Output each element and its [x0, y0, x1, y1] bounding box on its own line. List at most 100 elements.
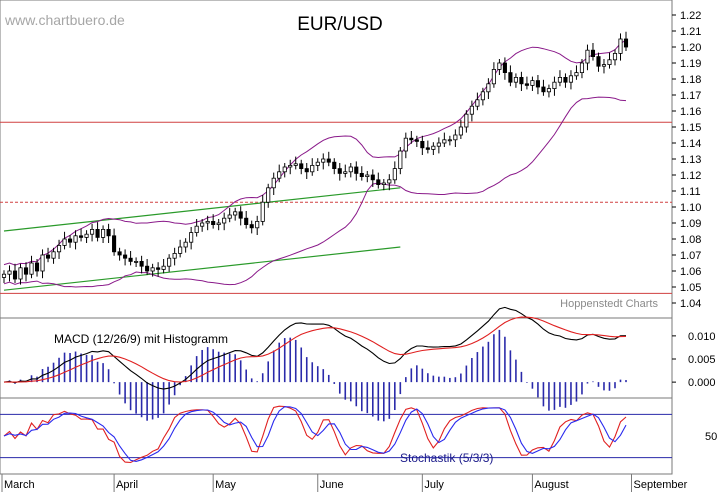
- candle: [112, 228, 117, 256]
- candle: [524, 76, 529, 90]
- y-tick-label: 1.12: [680, 170, 701, 182]
- bollinger-upper: [3, 39, 627, 266]
- candle: [40, 249, 45, 279]
- candle: [172, 247, 177, 266]
- candle: [271, 172, 276, 195]
- y-tick-label: 1.17: [680, 90, 701, 102]
- candle: [227, 207, 232, 223]
- candle: [255, 215, 260, 235]
- month-label: September: [634, 479, 688, 491]
- candle: [486, 78, 491, 99]
- candle: [579, 59, 585, 79]
- candle: [134, 257, 139, 267]
- candle: [233, 207, 238, 221]
- candle: [12, 263, 18, 283]
- candle: [29, 255, 34, 279]
- candle: [464, 110, 469, 133]
- candle: [552, 76, 557, 96]
- candle: [211, 214, 216, 229]
- macd-panel: 0.010 0.005 0.000: [3, 306, 716, 422]
- macd-title: MACD (12/26/9) mit Histogramm: [54, 332, 228, 346]
- candle: [288, 159, 293, 175]
- candle: [178, 239, 183, 258]
- candle: [590, 43, 596, 61]
- watermark: www.chartbuero.de: [4, 12, 125, 28]
- y-tick-label: 1.10: [680, 202, 701, 214]
- candle: [145, 259, 150, 275]
- trend-line: [3, 187, 401, 232]
- y-tick-label: 1.09: [680, 218, 701, 230]
- macd-line: [3, 306, 627, 390]
- trend-line: [3, 246, 401, 291]
- candle: [337, 163, 342, 181]
- candle: [161, 259, 166, 274]
- candle: [200, 219, 205, 232]
- candle: [403, 132, 408, 159]
- candle: [557, 70, 562, 87]
- candle: [343, 164, 348, 178]
- candle: [7, 265, 12, 282]
- y-tick-label: 1.20: [680, 42, 701, 54]
- candle: [249, 220, 254, 234]
- signal-line: [3, 316, 627, 383]
- candle: [475, 92, 480, 111]
- candle: [299, 159, 304, 175]
- candle: [568, 70, 574, 90]
- candle: [183, 238, 188, 253]
- candle: [194, 219, 199, 237]
- y-tick-label: 1.15: [680, 122, 701, 134]
- candle: [370, 169, 375, 187]
- candle: [607, 52, 612, 69]
- candle: [431, 142, 436, 155]
- candle: [392, 161, 397, 184]
- candle: [139, 255, 144, 274]
- candle: [623, 31, 629, 51]
- month-label: April: [116, 479, 138, 491]
- bollinger-bands: [3, 39, 627, 288]
- candle: [326, 151, 331, 167]
- month-label: August: [534, 479, 568, 491]
- candle: [398, 147, 403, 175]
- candle: [62, 231, 67, 250]
- stoch-k-line: [3, 405, 627, 464]
- candle: [205, 215, 210, 231]
- candle: [150, 263, 155, 277]
- y-tick-label: 1.16: [680, 106, 701, 118]
- candle: [310, 158, 315, 176]
- candle: [282, 163, 287, 178]
- y-tick-label: 1.11: [680, 186, 701, 198]
- candle: [530, 76, 535, 91]
- candle: [90, 223, 95, 242]
- candle: [447, 135, 452, 146]
- candle: [469, 100, 474, 122]
- candle: [513, 73, 518, 88]
- macd-tick-label: 0.010: [688, 331, 716, 343]
- y-tick-label: 1.07: [680, 250, 701, 262]
- candles: [1, 31, 629, 285]
- y-tick-label: 1.06: [680, 266, 701, 278]
- candle: [409, 131, 414, 144]
- stoch-tick-label: 50: [705, 431, 717, 443]
- candle: [497, 59, 502, 75]
- candle: [321, 153, 326, 170]
- candle: [354, 161, 359, 181]
- candle: [376, 172, 381, 189]
- candle: [546, 84, 551, 98]
- candle: [167, 254, 172, 272]
- candle: [95, 222, 100, 242]
- candle: [222, 212, 227, 231]
- candle: [425, 140, 430, 154]
- y-tick-label: 1.08: [680, 234, 701, 246]
- candle: [293, 156, 298, 170]
- candle: [117, 247, 122, 261]
- y-tick-label: 1.22: [680, 10, 701, 22]
- price-axis: 1.04 1.05 1.06 1.07 1.08 1.09 1.10 1.11 1.12 1.13…: [672, 10, 701, 310]
- candle: [23, 262, 29, 282]
- candle: [68, 235, 73, 248]
- candle: [244, 211, 249, 229]
- candle: [436, 137, 441, 154]
- candle: [45, 247, 51, 263]
